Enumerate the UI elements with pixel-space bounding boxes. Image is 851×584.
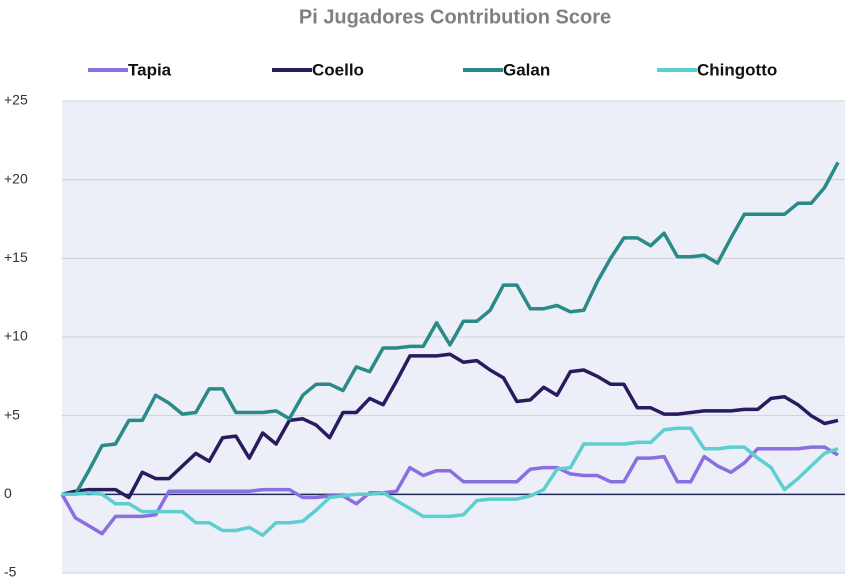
series-line (61, 352, 839, 500)
series-line (62, 426, 839, 537)
legend-label: Tapia (128, 60, 172, 79)
legend-label: Chingotto (697, 60, 777, 79)
series-line (60, 445, 839, 536)
y-tick-label: +10 (4, 328, 28, 344)
y-tick-label: +5 (4, 406, 20, 422)
legend-label: Galan (503, 60, 550, 79)
y-tick-label: -5 (4, 564, 17, 580)
legend-label: Coello (312, 60, 364, 79)
y-tick-label: 0 (4, 485, 12, 501)
y-tick-label: +20 (4, 170, 28, 186)
y-tick-label: +25 (4, 92, 28, 108)
series-line (62, 161, 840, 497)
y-tick-label: +15 (4, 249, 28, 265)
chart-title: Pi Jugadores Contribution Score (299, 6, 611, 28)
